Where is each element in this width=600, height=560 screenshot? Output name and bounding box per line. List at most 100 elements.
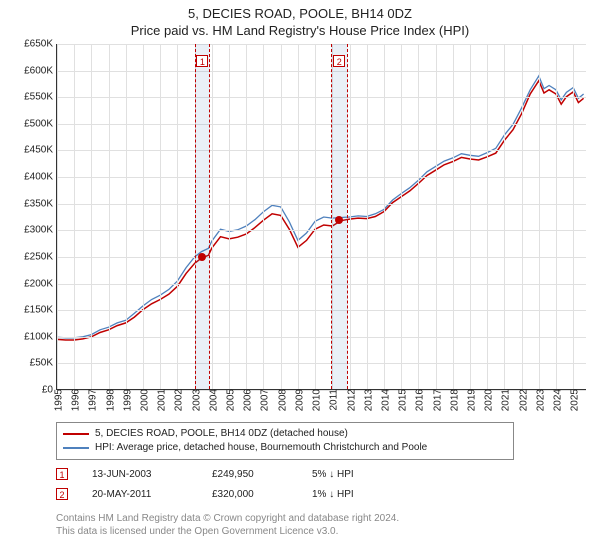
x-tick-label: 2006 bbox=[239, 389, 254, 411]
annotation-date: 20-MAY-2011 bbox=[92, 489, 212, 500]
gridline-h bbox=[57, 230, 586, 231]
gridline-h bbox=[57, 44, 586, 45]
x-tick-label: 2008 bbox=[273, 389, 288, 411]
y-tick-label: £450K bbox=[24, 145, 57, 156]
legend: 5, DECIES ROAD, POOLE, BH14 0DZ (detache… bbox=[56, 422, 514, 460]
gridline-h bbox=[57, 257, 586, 258]
gridline-v bbox=[298, 44, 299, 389]
annotation-row: 1 13-JUN-2003£249,9505% ↓ HPI bbox=[56, 464, 402, 484]
y-tick-label: £50K bbox=[30, 358, 57, 369]
x-tick-label: 2015 bbox=[394, 389, 409, 411]
y-tick-label: £350K bbox=[24, 198, 57, 209]
annotation-table: 1 13-JUN-2003£249,9505% ↓ HPI 2 20-MAY-2011… bbox=[56, 464, 402, 504]
x-tick-label: 2018 bbox=[445, 389, 460, 411]
x-tick-label: 1998 bbox=[101, 389, 116, 411]
chart-subtitle: Price paid vs. HM Land Registry's House … bbox=[0, 23, 600, 38]
gridline-v bbox=[487, 44, 488, 389]
gridline-v bbox=[229, 44, 230, 389]
x-tick-label: 2016 bbox=[411, 389, 426, 411]
y-tick-label: £400K bbox=[24, 172, 57, 183]
x-tick-label: 2010 bbox=[308, 389, 323, 411]
gridline-h bbox=[57, 71, 586, 72]
y-tick-label: £600K bbox=[24, 65, 57, 76]
x-tick-label: 2003 bbox=[187, 389, 202, 411]
x-tick-label: 2014 bbox=[376, 389, 391, 411]
gridline-v bbox=[401, 44, 402, 389]
x-tick-label: 2004 bbox=[204, 389, 219, 411]
y-tick-label: £100K bbox=[24, 331, 57, 342]
footer-line-1: Contains HM Land Registry data © Crown c… bbox=[56, 512, 399, 525]
x-tick-label: 2024 bbox=[549, 389, 564, 411]
x-tick-label: 2020 bbox=[480, 389, 495, 411]
legend-swatch bbox=[63, 447, 89, 449]
gridline-v bbox=[160, 44, 161, 389]
gridline-v bbox=[315, 44, 316, 389]
gridline-v bbox=[177, 44, 178, 389]
x-tick-label: 2009 bbox=[290, 389, 305, 411]
annotation-date: 13-JUN-2003 bbox=[92, 469, 212, 480]
gridline-v bbox=[281, 44, 282, 389]
legend-item: 5, DECIES ROAD, POOLE, BH14 0DZ (detache… bbox=[63, 427, 507, 441]
annotation-delta: 5% ↓ HPI bbox=[312, 469, 402, 480]
y-tick-label: £150K bbox=[24, 305, 57, 316]
x-tick-label: 2017 bbox=[428, 389, 443, 411]
y-tick-label: £500K bbox=[24, 118, 57, 129]
y-tick-label: £200K bbox=[24, 278, 57, 289]
gridline-h bbox=[57, 310, 586, 311]
annotation-row: 220-MAY-2011£320,0001% ↓ HPI bbox=[56, 484, 402, 504]
transaction-point bbox=[198, 253, 206, 261]
gridline-v bbox=[418, 44, 419, 389]
gridline-h bbox=[57, 337, 586, 338]
legend-item: HPI: Average price, detached house, Bour… bbox=[63, 441, 507, 455]
x-tick-label: 1997 bbox=[84, 389, 99, 411]
x-tick-label: 2002 bbox=[170, 389, 185, 411]
x-tick-label: 2000 bbox=[136, 389, 151, 411]
gridline-h bbox=[57, 150, 586, 151]
gridline-v bbox=[384, 44, 385, 389]
gridline-h bbox=[57, 363, 586, 364]
y-tick-label: £650K bbox=[24, 39, 57, 50]
gridline-v bbox=[143, 44, 144, 389]
x-tick-label: 2013 bbox=[359, 389, 374, 411]
x-tick-label: 2023 bbox=[531, 389, 546, 411]
gridline-h bbox=[57, 204, 586, 205]
chart-titles: 5, DECIES ROAD, POOLE, BH14 0DZ Price pa… bbox=[0, 0, 600, 38]
annotation-index: 1 bbox=[56, 468, 68, 480]
gridline-v bbox=[522, 44, 523, 389]
footer: Contains HM Land Registry data © Crown c… bbox=[56, 512, 399, 538]
gridline-v bbox=[573, 44, 574, 389]
x-tick-label: 1996 bbox=[67, 389, 82, 411]
gridline-v bbox=[367, 44, 368, 389]
gridline-v bbox=[453, 44, 454, 389]
annotation-price: £249,950 bbox=[212, 469, 312, 480]
x-tick-label: 1999 bbox=[118, 389, 133, 411]
transaction-point bbox=[335, 216, 343, 224]
y-tick-label: £300K bbox=[24, 225, 57, 236]
gridline-v bbox=[470, 44, 471, 389]
gridline-v bbox=[350, 44, 351, 389]
gridline-v bbox=[556, 44, 557, 389]
series-lines bbox=[57, 44, 587, 390]
x-tick-label: 2019 bbox=[462, 389, 477, 411]
gridline-h bbox=[57, 284, 586, 285]
x-tick-label: 2025 bbox=[566, 389, 581, 411]
highlight-band bbox=[195, 44, 210, 389]
gridline-h bbox=[57, 124, 586, 125]
chart-title: 5, DECIES ROAD, POOLE, BH14 0DZ bbox=[0, 6, 600, 21]
gridline-v bbox=[74, 44, 75, 389]
gridline-v bbox=[109, 44, 110, 389]
x-tick-label: 2007 bbox=[256, 389, 271, 411]
chart-root: 5, DECIES ROAD, POOLE, BH14 0DZ Price pa… bbox=[0, 0, 600, 560]
annotation-index: 2 bbox=[56, 488, 68, 500]
gridline-h bbox=[57, 177, 586, 178]
x-tick-label: 2012 bbox=[342, 389, 357, 411]
x-tick-label: 2022 bbox=[514, 389, 529, 411]
gridline-v bbox=[436, 44, 437, 389]
x-tick-label: 2001 bbox=[153, 389, 168, 411]
legend-label: 5, DECIES ROAD, POOLE, BH14 0DZ (detache… bbox=[95, 427, 348, 441]
gridline-v bbox=[57, 44, 58, 389]
gridline-v bbox=[91, 44, 92, 389]
x-tick-label: 2005 bbox=[222, 389, 237, 411]
plot-area: £0£50K£100K£150K£200K£250K£300K£350K£400… bbox=[56, 44, 586, 390]
gridline-h bbox=[57, 97, 586, 98]
